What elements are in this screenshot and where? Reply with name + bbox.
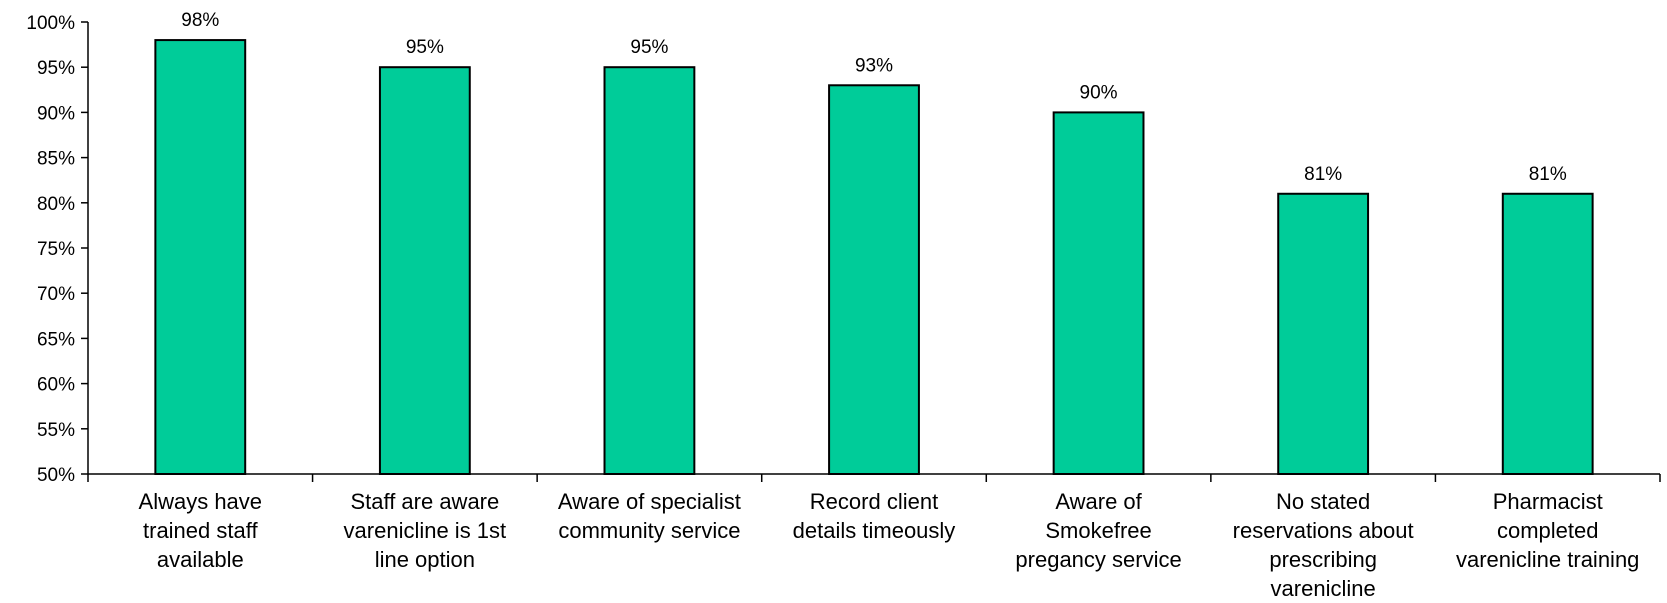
x-category-label-line: Always have bbox=[139, 489, 263, 514]
y-tick-label: 50% bbox=[37, 465, 75, 486]
x-category-label-line: Aware of bbox=[1055, 489, 1142, 514]
data-labels: 98% 95% 95% 93% 90% 81% 81% bbox=[181, 10, 1567, 185]
y-tick-label: 95% bbox=[37, 58, 75, 79]
x-category-label-line: Staff are aware bbox=[350, 489, 499, 514]
x-category-label-line: reservations about bbox=[1233, 518, 1414, 543]
x-category-label-line: line option bbox=[375, 547, 475, 572]
category-labels: Always have trained staff available Staff a… bbox=[139, 489, 1640, 601]
bar bbox=[154, 39, 247, 476]
x-category-label: Pharmacist completed varenicline training bbox=[1456, 489, 1639, 572]
x-category-label-line: Record client bbox=[810, 489, 938, 514]
x-category-label: No stated reservations about prescribing va… bbox=[1233, 489, 1414, 601]
x-category-label-line: community service bbox=[558, 518, 740, 543]
x-axis bbox=[87, 473, 1661, 482]
x-category-label-line: varenicline is 1st bbox=[344, 518, 507, 543]
x-category-label-line: pregancy service bbox=[1015, 547, 1181, 572]
y-tick-label: 75% bbox=[37, 239, 75, 260]
bar bbox=[1052, 111, 1145, 476]
bar-value-label: 95% bbox=[406, 37, 444, 58]
bar-value-label: 81% bbox=[1304, 164, 1342, 185]
bar bbox=[1277, 192, 1370, 475]
x-category-label-line: available bbox=[157, 547, 244, 572]
x-category-label-line: varenicline training bbox=[1456, 547, 1639, 572]
x-category-label-line: prescribing bbox=[1269, 547, 1377, 572]
bar-value-label: 93% bbox=[855, 55, 893, 76]
y-axis: 50% 55% 60% 65% 70% 75% 80% 85% 90% 95% 100% bbox=[26, 13, 89, 486]
y-tick-label: 55% bbox=[37, 420, 75, 441]
x-category-label-line: Smokefree bbox=[1045, 518, 1151, 543]
x-category-label-line: varenicline bbox=[1271, 576, 1376, 601]
x-category-label: Always have trained staff available bbox=[139, 489, 263, 572]
x-category-label: Record client details timeously bbox=[793, 489, 956, 543]
y-tick-label: 60% bbox=[37, 375, 75, 396]
x-category-label-line: Pharmacist bbox=[1493, 489, 1603, 514]
bar-value-label: 95% bbox=[630, 37, 668, 58]
bar bbox=[378, 66, 471, 475]
x-category-label-line: No stated bbox=[1276, 489, 1370, 514]
bar-value-label: 90% bbox=[1080, 82, 1118, 103]
y-tick-label: 100% bbox=[26, 13, 75, 34]
y-tick-label: 70% bbox=[37, 284, 75, 305]
x-category-label-line: Aware of specialist bbox=[558, 489, 741, 514]
bar bbox=[828, 84, 920, 475]
y-tick-label: 90% bbox=[37, 103, 75, 124]
x-category-label-line: details timeously bbox=[793, 518, 956, 543]
bar bbox=[1501, 192, 1594, 475]
x-category-label: Staff are aware varenicline is 1st line op… bbox=[344, 489, 507, 572]
y-tick-label: 65% bbox=[37, 329, 75, 350]
x-category-label-line: trained staff bbox=[143, 518, 258, 543]
x-category-label: Aware of specialist community service bbox=[558, 489, 741, 543]
bar bbox=[603, 66, 696, 475]
bars bbox=[154, 39, 1594, 476]
bar-value-label: 81% bbox=[1529, 164, 1567, 185]
x-category-label-line: completed bbox=[1497, 518, 1599, 543]
x-category-label: Aware of Smokefree pregancy service bbox=[1015, 489, 1181, 572]
y-tick-label: 85% bbox=[37, 149, 75, 170]
bar-value-label: 98% bbox=[181, 10, 219, 31]
y-tick-label: 80% bbox=[37, 194, 75, 215]
